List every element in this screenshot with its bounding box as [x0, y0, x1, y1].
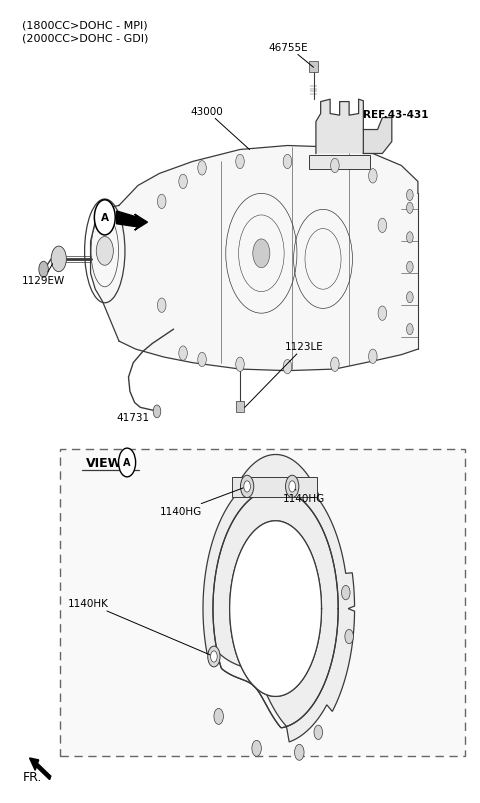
Bar — [60, 450, 466, 756]
Circle shape — [198, 353, 206, 367]
Polygon shape — [309, 156, 371, 170]
Circle shape — [407, 262, 413, 273]
Circle shape — [119, 449, 136, 477]
Circle shape — [345, 630, 353, 644]
Circle shape — [244, 481, 251, 492]
Text: FR.: FR. — [23, 770, 42, 783]
Circle shape — [198, 161, 206, 176]
Text: VIEW: VIEW — [86, 456, 122, 470]
Text: A: A — [123, 458, 131, 468]
Circle shape — [289, 481, 296, 492]
Polygon shape — [117, 212, 147, 230]
Text: 1140HG: 1140HG — [159, 488, 243, 517]
Circle shape — [208, 646, 220, 667]
Circle shape — [179, 346, 187, 361]
Polygon shape — [229, 521, 322, 696]
FancyArrow shape — [30, 758, 51, 780]
Circle shape — [369, 169, 377, 184]
Circle shape — [407, 292, 413, 304]
Circle shape — [283, 360, 292, 374]
Text: A: A — [101, 213, 109, 223]
Polygon shape — [203, 455, 355, 742]
Circle shape — [286, 475, 299, 498]
Circle shape — [157, 299, 166, 313]
Text: 46755E: 46755E — [268, 43, 313, 68]
Circle shape — [214, 708, 223, 724]
Circle shape — [95, 201, 115, 235]
Circle shape — [39, 262, 48, 278]
Circle shape — [378, 219, 386, 233]
Circle shape — [407, 232, 413, 243]
Circle shape — [331, 357, 339, 372]
Circle shape — [407, 190, 413, 202]
Text: (2000CC>DOHC - GDI): (2000CC>DOHC - GDI) — [22, 33, 148, 43]
Text: 1129EW: 1129EW — [22, 264, 65, 286]
Polygon shape — [232, 477, 317, 497]
Bar — [236, 402, 244, 413]
Text: 1140HG: 1140HG — [283, 490, 325, 503]
Circle shape — [240, 475, 254, 498]
Polygon shape — [91, 146, 418, 371]
Circle shape — [96, 237, 113, 266]
Circle shape — [211, 651, 217, 662]
Polygon shape — [363, 118, 392, 154]
Circle shape — [314, 725, 323, 740]
Circle shape — [179, 175, 187, 190]
Circle shape — [407, 203, 413, 214]
Circle shape — [236, 155, 244, 169]
Text: 41731: 41731 — [117, 413, 150, 422]
Text: 1123LE: 1123LE — [245, 341, 324, 408]
Circle shape — [253, 239, 270, 268]
Text: REF.43-431: REF.43-431 — [363, 109, 429, 120]
Polygon shape — [316, 100, 363, 154]
Text: 43000: 43000 — [190, 107, 250, 150]
Circle shape — [157, 195, 166, 210]
Circle shape — [331, 159, 339, 173]
Circle shape — [283, 155, 292, 169]
Circle shape — [378, 307, 386, 321]
Text: 1140HK: 1140HK — [68, 598, 210, 655]
Text: (1800CC>DOHC - MPI): (1800CC>DOHC - MPI) — [22, 20, 147, 31]
Circle shape — [51, 247, 66, 272]
Circle shape — [369, 349, 377, 364]
Circle shape — [342, 585, 350, 600]
Circle shape — [407, 324, 413, 336]
Circle shape — [295, 744, 304, 760]
Circle shape — [153, 406, 161, 418]
Circle shape — [236, 357, 244, 372]
Circle shape — [252, 740, 261, 756]
Bar — [309, 62, 318, 73]
